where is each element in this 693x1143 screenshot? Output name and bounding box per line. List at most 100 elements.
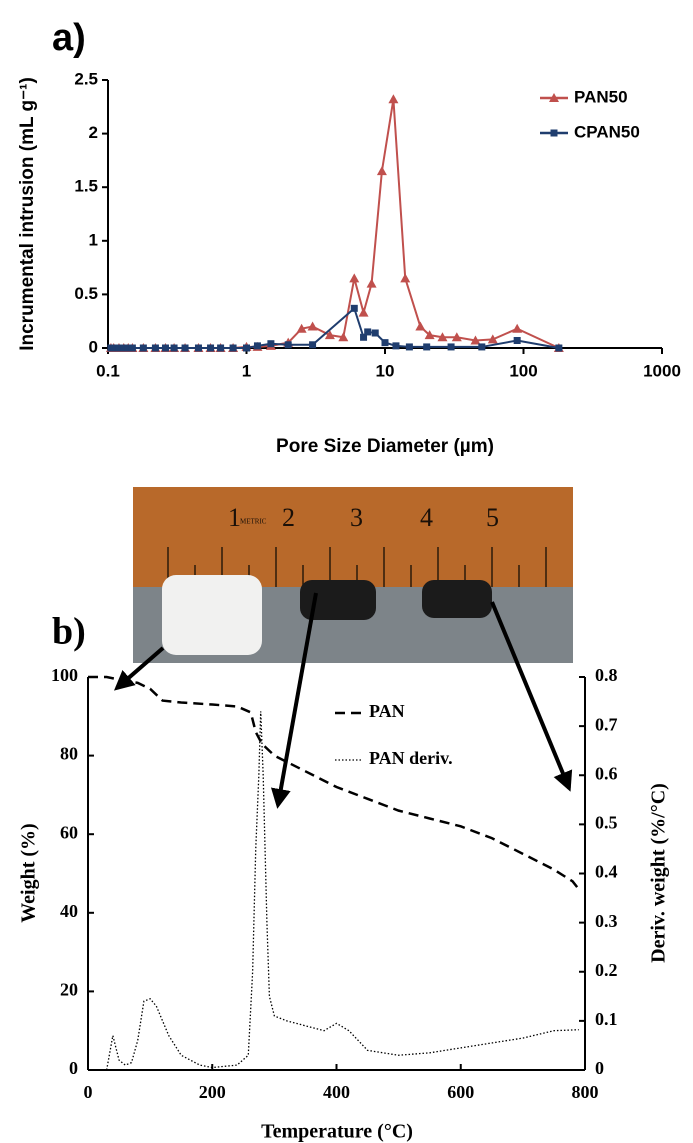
- marker: [307, 321, 318, 331]
- y-tick-label: 80: [60, 744, 78, 764]
- y-tick-label: 0: [69, 1058, 78, 1078]
- x-tick-label: 0: [84, 1082, 93, 1102]
- ruler-number: 2: [282, 503, 295, 532]
- marker: [207, 344, 215, 352]
- marker: [243, 344, 250, 352]
- x-axis-title: Pore Size Diameter (µm): [276, 436, 494, 457]
- x-tick-label: 400: [323, 1082, 350, 1102]
- marker: [309, 341, 317, 349]
- panel-b: b) 0 200 400 600 800 0 20 40 60 80 100 0 0.1 0.2 0.3 0.…: [18, 611, 670, 1143]
- marker: [194, 344, 202, 352]
- marker: [338, 332, 349, 342]
- y-tick-label: 2: [89, 123, 98, 142]
- marker: [400, 273, 411, 283]
- y-axis-title: Incrumental intrusion (mL g⁻¹): [17, 77, 38, 351]
- y2-tick-label: 0.6: [595, 763, 618, 783]
- y2-tick-label: 0.5: [595, 813, 618, 833]
- x-tick-label: 100: [509, 361, 537, 380]
- x-axis-title: Temperature (°C): [261, 1121, 413, 1143]
- marker: [470, 335, 481, 345]
- arrow: [113, 646, 165, 691]
- y-tick-label: 0: [89, 337, 98, 356]
- series-line: [110, 99, 560, 349]
- y-axis-title: Weight (%): [18, 823, 40, 922]
- marker: [423, 343, 431, 351]
- y2-tick-label: 0.1: [595, 1009, 618, 1029]
- series-line: [88, 675, 580, 890]
- y2-tick-label: 0.2: [595, 960, 618, 980]
- marker: [360, 333, 368, 341]
- y-tick-label: 1.5: [74, 177, 98, 196]
- marker: [110, 344, 118, 352]
- marker: [217, 344, 225, 352]
- marker: [381, 339, 389, 347]
- marker: [161, 344, 169, 352]
- marker: [284, 341, 292, 349]
- marker: [296, 323, 307, 333]
- ruler-brand: METRIC: [240, 518, 267, 526]
- marker: [478, 343, 486, 351]
- x-tick-label: 200: [199, 1082, 226, 1102]
- marker: [253, 342, 261, 350]
- marker: [392, 342, 400, 350]
- series-line: [106, 711, 579, 1071]
- ruler-number: 5: [486, 503, 499, 532]
- sample-pan: [162, 575, 262, 655]
- marker: [451, 332, 462, 342]
- marker: [324, 330, 335, 340]
- marker: [128, 344, 136, 352]
- marker: [366, 278, 377, 288]
- y2-tick-label: 0.7: [595, 714, 618, 734]
- marker: [229, 344, 237, 352]
- marker: [124, 344, 132, 352]
- ruler-number: 1: [228, 503, 241, 532]
- y2-tick-label: 0.3: [595, 911, 618, 931]
- marker: [437, 332, 448, 342]
- y-tick-label: 100: [51, 665, 78, 685]
- marker: [181, 344, 189, 352]
- y-tick-label: 2.5: [74, 69, 98, 88]
- arrow: [270, 592, 318, 809]
- marker: [267, 340, 275, 348]
- arrow: [490, 601, 573, 792]
- legend-label: CPAN50: [574, 122, 640, 141]
- ruler-number: 4: [420, 503, 433, 532]
- legend-label: PAN deriv.: [369, 748, 453, 768]
- marker: [487, 334, 498, 344]
- y-tick-label: 1: [89, 230, 98, 249]
- marker: [170, 344, 178, 352]
- panel-label: a): [52, 17, 86, 59]
- photo: 1 2 3 4 5 METRIC: [133, 487, 573, 663]
- marker: [376, 166, 387, 176]
- x-tick-label: 800: [572, 1082, 599, 1102]
- marker: [139, 344, 147, 352]
- marker: [120, 344, 128, 352]
- ruler-number: 3: [350, 503, 363, 532]
- y2-tick-label: 0.8: [595, 665, 618, 685]
- legend-marker: [550, 129, 558, 137]
- x-tick-label: 0.1: [96, 361, 120, 380]
- marker: [115, 344, 123, 352]
- marker: [512, 323, 523, 333]
- marker: [350, 304, 358, 312]
- marker: [415, 321, 426, 331]
- marker: [555, 344, 563, 352]
- x-tick-label: 10: [376, 361, 395, 380]
- y-tick-label: 40: [60, 901, 78, 921]
- y2-tick-label: 0: [595, 1058, 604, 1078]
- marker: [388, 94, 399, 104]
- legend-marker: [549, 93, 559, 102]
- x-tick-label: 1000: [643, 361, 681, 380]
- marker: [405, 343, 413, 351]
- y-tick-label: 60: [60, 822, 78, 842]
- legend-label: PAN: [369, 701, 405, 721]
- y-tick-label: 0.5: [74, 284, 98, 303]
- sample-carbonized: [422, 580, 492, 618]
- panel-label: b): [52, 611, 86, 653]
- marker: [151, 344, 159, 352]
- marker: [364, 328, 372, 336]
- marker: [371, 329, 379, 337]
- ruler-labels: 1 2 3 4 5 METRIC: [228, 503, 499, 532]
- marker: [349, 273, 360, 283]
- ruler: [133, 487, 573, 587]
